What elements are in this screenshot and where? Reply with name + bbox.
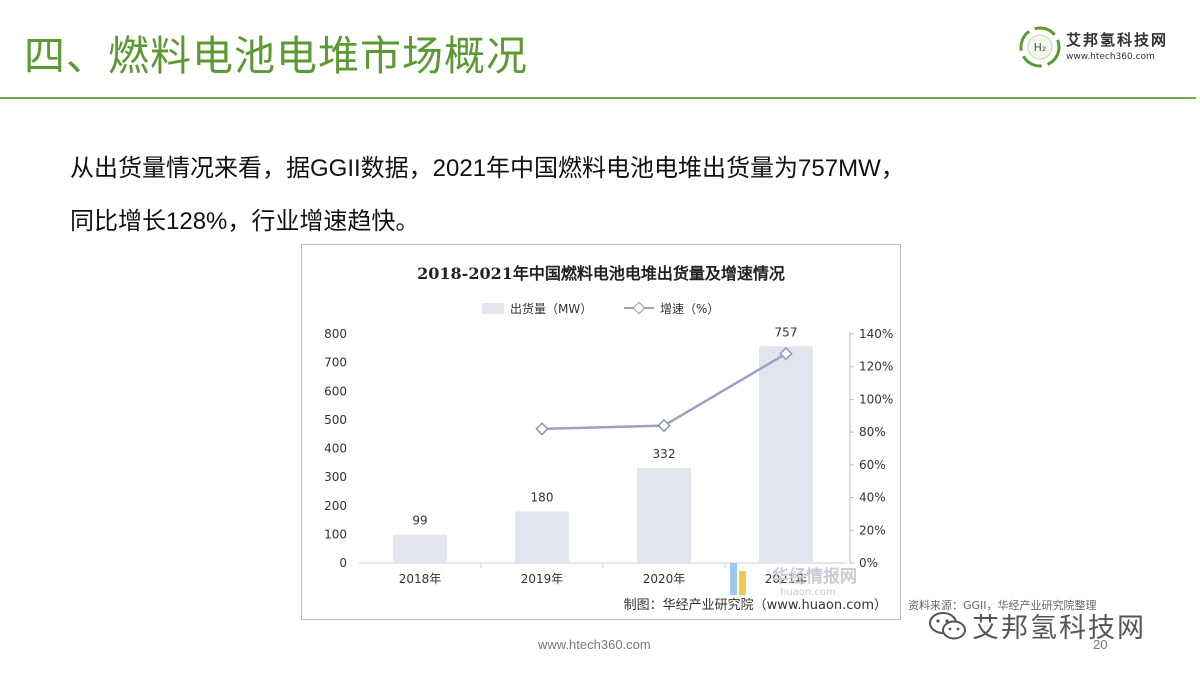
growth-point (535, 422, 549, 436)
left-tick-label: 500 (324, 413, 347, 427)
x-tick-label: 2019年 (521, 572, 564, 586)
right-tick-label: 60% (859, 458, 886, 472)
growth-line-series (535, 346, 793, 436)
bar (637, 467, 691, 563)
watermark-text: 华经情报网 (772, 566, 857, 587)
legend-bar-label: 出货量（MW） (510, 301, 592, 316)
bar-data-label: 180 (531, 490, 554, 504)
x-tick-label: 2020年 (643, 572, 686, 586)
brand-logo: H₂ 艾邦氢科技网 www.htech360.com (1018, 25, 1188, 71)
legend-line-label: 增速（%） (660, 302, 719, 316)
page-number: 20 (1093, 637, 1108, 652)
chart-frame: 2018-2021年中国燃料电池电堆出货量及增速情况 出货量（MW） 增速（%）… (301, 244, 901, 620)
right-tick-label: 140% (859, 327, 893, 341)
growth-point (657, 418, 671, 433)
data-source-caption: 资料来源：GGII，华经产业研究院整理 (908, 599, 1097, 612)
left-tick-label: 200 (324, 499, 347, 513)
title-divider (0, 97, 1196, 99)
shipment-chart: 2018-2021年中国燃料电池电堆出货量及增速情况 出货量（MW） 增速（%）… (324, 264, 893, 613)
right-axis: 0% 20% 40% 60% 80% 100% 120% 140% (849, 327, 893, 570)
bar (515, 511, 569, 563)
slide-title: 四、燃料电池电堆市场概况 (24, 32, 528, 80)
growth-point (779, 346, 793, 361)
left-tick-label: 600 (324, 384, 347, 398)
logo-url: www.htech360.com (1066, 52, 1155, 62)
chart-legend: 出货量（MW） 增速（%） (482, 301, 719, 316)
left-axis: 0 100 200 300 400 500 600 700 800 (324, 327, 347, 570)
left-tick-label: 0 (339, 556, 347, 570)
growth-line (541, 352, 787, 431)
left-tick-label: 400 (324, 442, 347, 456)
right-tick-label: 0% (859, 556, 878, 570)
right-tick-label: 20% (859, 523, 886, 537)
right-tick-label: 80% (859, 425, 886, 439)
hydrogen-logo-icon: H₂ (1019, 26, 1061, 68)
watermark-bar-1 (730, 563, 737, 595)
bar (759, 346, 813, 563)
bar (393, 534, 447, 563)
left-tick-label: 100 (324, 527, 347, 541)
wechat-icon (929, 612, 966, 640)
bar-series (393, 346, 813, 563)
left-tick-label: 300 (324, 470, 347, 484)
x-tick-label: 2018年 (399, 572, 442, 586)
chart-title: 2018-2021年中国燃料电池电堆出货量及增速情况 (417, 264, 785, 283)
legend-bar-swatch (482, 303, 504, 314)
x-tick-label: 2021年 (765, 572, 808, 586)
right-tick-label: 40% (859, 491, 886, 505)
right-tick-label: 100% (859, 392, 893, 406)
wechat-watermark: 艾邦氢科技网 (928, 604, 1168, 648)
footer-url[interactable]: www.htech360.com (538, 637, 651, 652)
left-tick-label: 800 (324, 327, 347, 341)
watermark-bar-2 (739, 571, 746, 595)
chart-source: 制图：华经产业研究院（www.huaon.com） (624, 598, 887, 613)
watermark-url: huaon.com (780, 587, 836, 598)
left-tick-label: 700 (324, 356, 347, 370)
right-tick-label: 120% (859, 360, 893, 374)
x-axis-labels: 2018年 2019年 2020年 2021年 (399, 563, 808, 586)
logo-name: 艾邦氢科技网 (1066, 31, 1169, 49)
logo-badge-text: H₂ (1034, 41, 1047, 54)
legend-marker-swatch (632, 301, 646, 315)
huaon-watermark: 华经情报网 huaon.com (730, 563, 857, 598)
bar-data-label: 99 (412, 514, 427, 528)
bar-data-labels: 99 180 332 757 (412, 325, 797, 527)
summary-line-1: 从出货量情况来看，据GGII数据，2021年中国燃料电池电堆出货量为757MW， (70, 155, 905, 182)
watermark-text: 艾邦氢科技网 (972, 613, 1146, 644)
bar-data-label: 757 (775, 325, 798, 339)
summary-line-2: 同比增长128%，行业增速趋快。 (70, 208, 420, 235)
bar-data-label: 332 (653, 447, 676, 461)
